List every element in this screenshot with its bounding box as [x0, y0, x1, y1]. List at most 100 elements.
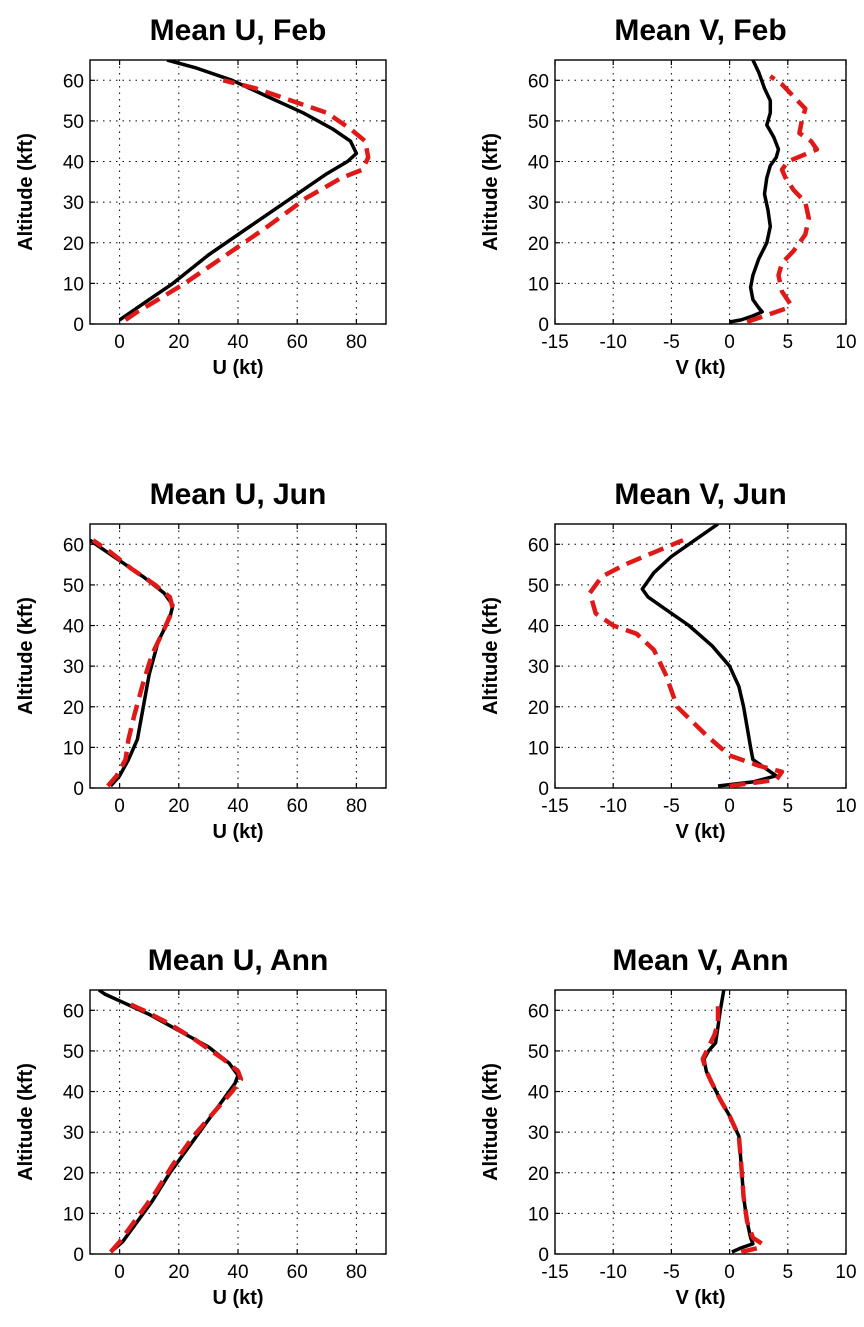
plot-area [554, 523, 847, 789]
y-tick-label: 40 [528, 153, 549, 174]
series-line-dashed [91, 538, 176, 788]
series-line-dashed [124, 78, 371, 322]
y-tick-label: 30 [528, 657, 549, 678]
chart-panel-4: -15 -10 -5 0 5 10 0 10 20 30 40 50 60 Mean V, Jun V (k… [480, 478, 857, 843]
x-tick-label: -15 [541, 796, 568, 817]
chart-title: Mean V, Jun [614, 478, 786, 511]
y-tick-label: 0 [73, 315, 84, 336]
y-tick-label: 10 [528, 1204, 549, 1225]
y-tick-label: 30 [528, 1123, 549, 1144]
x-tick-label: 40 [227, 332, 248, 353]
y-axis-label: Altitude (kft) [15, 133, 37, 251]
chart-panel-6: -15 -10 -5 0 5 10 0 10 20 30 40 50 60 Mean V, Ann V (k… [480, 944, 857, 1309]
y-axis-label: Altitude (kft) [15, 1063, 37, 1181]
series-line-dashed [587, 538, 785, 788]
y-tick-label: 60 [63, 535, 84, 556]
y-tick-label: 50 [63, 576, 84, 597]
chart-title: Mean U, Feb [150, 14, 327, 47]
y-tick-label: 20 [63, 1164, 84, 1185]
y-tick-label: 60 [63, 1001, 84, 1022]
y-tick-label: 40 [528, 617, 549, 638]
y-axis-label: Altitude (kft) [480, 1063, 502, 1181]
y-tick-label: 10 [63, 738, 84, 759]
x-tick-label: 80 [346, 1262, 367, 1283]
x-tick-label: -15 [541, 1262, 568, 1283]
y-tick-label: 20 [528, 1164, 549, 1185]
series-line-dashed [700, 1006, 765, 1254]
y-tick-label: 0 [538, 1245, 549, 1266]
x-axis-label: V (kt) [676, 357, 726, 379]
series-line-solid [729, 60, 781, 324]
y-tick-label: 30 [63, 1123, 84, 1144]
x-tick-label: 80 [346, 796, 367, 817]
x-tick-label: 0 [724, 332, 735, 353]
x-axis-label: U (kt) [212, 357, 263, 379]
x-tick-label: 0 [724, 1262, 735, 1283]
x-tick-label: 40 [227, 1262, 248, 1283]
x-tick-label: 0 [114, 1262, 125, 1283]
x-tick-label: 60 [287, 332, 308, 353]
x-tick-label: 0 [114, 332, 125, 353]
y-tick-label: 30 [63, 193, 84, 214]
y-tick-label: 30 [528, 193, 549, 214]
x-tick-label: 40 [227, 796, 248, 817]
y-tick-label: 0 [73, 779, 84, 800]
y-tick-label: 10 [528, 738, 549, 759]
y-tick-label: 50 [63, 112, 84, 133]
chart-title: Mean U, Ann [148, 944, 329, 977]
y-axis-label: Altitude (kft) [15, 597, 37, 715]
chart-title: Mean V, Ann [612, 944, 788, 977]
chart-panel-3: 0 20 40 60 80 0 10 20 30 40 50 60 Mean U, Jun U (kt) A… [15, 478, 387, 843]
y-tick-label: 10 [528, 274, 549, 295]
x-tick-label: 20 [168, 1262, 189, 1283]
x-axis-label: V (kt) [676, 1287, 726, 1309]
y-tick-label: 20 [63, 234, 84, 255]
plot-area [89, 59, 387, 325]
y-tick-label: 40 [528, 1083, 549, 1104]
x-tick-label: 10 [835, 796, 856, 817]
x-axis-label: U (kt) [212, 821, 263, 843]
y-tick-label: 50 [528, 112, 549, 133]
y-tick-label: 40 [63, 1083, 84, 1104]
y-tick-label: 60 [63, 71, 84, 92]
chart-panel-5: 0 20 40 60 80 0 10 20 30 40 50 60 Mean U, Ann U (kt) A… [15, 944, 387, 1309]
x-tick-label: 20 [168, 796, 189, 817]
y-tick-label: 50 [528, 1042, 549, 1063]
x-tick-label: -15 [541, 332, 568, 353]
chart-title: Mean V, Feb [614, 14, 786, 47]
plot-area [554, 989, 847, 1255]
x-tick-label: 10 [835, 332, 856, 353]
y-tick-label: 60 [528, 535, 549, 556]
chart-panel-2: -15 -10 -5 0 5 10 0 10 20 30 40 50 60 Mean V, Feb V (k… [480, 14, 857, 379]
x-tick-label: -10 [599, 796, 626, 817]
plot-area [554, 59, 847, 325]
x-tick-label: -10 [599, 332, 626, 353]
y-tick-label: 0 [73, 1245, 84, 1266]
series-line-dashed [109, 1000, 244, 1254]
x-tick-label: 60 [287, 796, 308, 817]
x-tick-label: 5 [783, 332, 794, 353]
x-axis-label: U (kt) [212, 1287, 263, 1309]
y-tick-label: 20 [528, 698, 549, 719]
y-tick-label: 50 [63, 1042, 84, 1063]
chart-title: Mean U, Jun [150, 478, 327, 511]
y-tick-label: 40 [63, 617, 84, 638]
y-tick-label: 20 [63, 698, 84, 719]
y-tick-label: 60 [528, 1001, 549, 1022]
y-tick-label: 0 [538, 779, 549, 800]
x-tick-label: 0 [724, 796, 735, 817]
y-axis-label: Altitude (kft) [480, 597, 502, 715]
y-tick-label: 50 [528, 576, 549, 597]
x-tick-label: -5 [663, 796, 680, 817]
y-axis-label: Altitude (kft) [480, 133, 502, 251]
chart-panel-1: 0 20 40 60 80 0 10 20 30 40 50 60 Mean U, Feb U (kt) A… [15, 14, 387, 379]
x-tick-label: 0 [114, 796, 125, 817]
y-tick-label: 10 [63, 274, 84, 295]
x-tick-label: 80 [346, 332, 367, 353]
x-tick-label: 10 [835, 1262, 856, 1283]
x-tick-label: -5 [663, 1262, 680, 1283]
x-tick-label: -10 [599, 1262, 626, 1283]
x-tick-label: 5 [783, 796, 794, 817]
y-tick-label: 20 [528, 234, 549, 255]
